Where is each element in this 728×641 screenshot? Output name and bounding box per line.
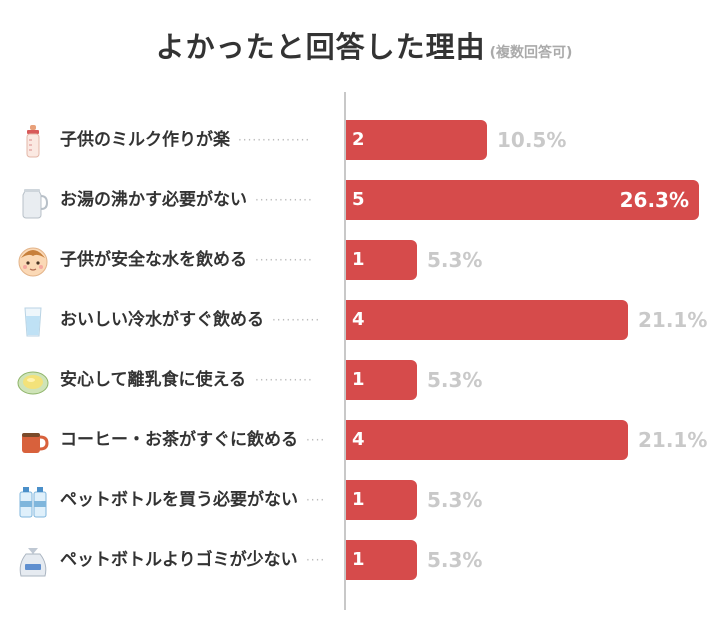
category-axis-line [344,92,346,610]
category-label: コーヒー・お茶がすぐに飲める [60,430,298,450]
leader-dots: ············ [254,373,313,387]
chart-title: よかったと回答した理由 [155,30,486,64]
category-label: ペットボトルを買う必要がない [60,490,298,510]
percent-label: 5.3% [427,548,483,572]
bar-value-label: 2 [352,129,365,150]
percent-label: 5.3% [427,248,483,272]
leader-dots: ···· [305,433,326,447]
chart-subtitle: (複数回答可) [489,45,573,61]
leader-dots: ···· [305,493,326,507]
water-bottles-icon [16,482,50,520]
percent-label: 5.3% [427,488,483,512]
bar-value-label: 5 [352,189,365,210]
bar [346,420,628,460]
percent-label: 21.1% [638,428,708,452]
bar-value-label: 1 [352,549,365,570]
chart-title-area: よかったと回答した理由 (複数回答可) [0,24,728,66]
bar-value-label: 1 [352,369,365,390]
bar-value-label: 1 [352,489,365,510]
bar [346,240,417,280]
percent-label: 10.5% [497,128,567,152]
bar-row: ペットボトルを買う必要がない ···· 1 5.3% [0,480,728,524]
bar [346,300,628,340]
category-label: 安心して離乳食に使える [60,370,246,390]
bar-row: 子供が安全な水を飲める ············ 1 5.3% [0,240,728,284]
category-label: おいしい冷水がすぐ飲める [60,310,264,330]
bar [346,180,699,220]
leader-dots: ············ [254,253,313,267]
bar [346,480,417,520]
baby-face-icon [16,242,50,280]
bar [346,360,417,400]
bar-value-label: 1 [352,249,365,270]
leader-dots: ··············· [237,133,311,147]
bar-row: 安心して離乳食に使える ············ 1 5.3% [0,360,728,404]
category-label: 子供のミルク作りが楽 [60,130,230,150]
percent-label: 26.3% [619,188,689,212]
percent-label: 21.1% [638,308,708,332]
leader-dots: ············ [254,193,313,207]
coffee-mug-icon [16,422,50,460]
baby-food-bowl-icon [16,362,50,400]
bar-row: お湯の沸かす必要がない ············ 5 26.3% [0,180,728,224]
bar [346,540,417,580]
leader-dots: ·········· [271,313,321,327]
bar-value-label: 4 [352,429,365,450]
bar [346,120,487,160]
bar-row: おいしい冷水がすぐ飲める ·········· 4 21.1% [0,300,728,344]
category-label: お湯の沸かす必要がない [60,190,247,210]
category-label: 子供が安全な水を飲める [60,250,247,270]
bar-row: コーヒー・お茶がすぐに飲める ···· 4 21.1% [0,420,728,464]
bar-value-label: 4 [352,309,365,330]
bar-row: ペットボトルよりゴミが少ない ···· 1 5.3% [0,540,728,584]
kettle-icon [16,182,50,220]
percent-label: 5.3% [427,368,483,392]
bar-row: 子供のミルク作りが楽 ··············· 2 10.5% [0,120,728,164]
water-glass-icon [16,302,50,340]
category-label: ペットボトルよりゴミが少ない [60,550,298,570]
baby-bottle-icon [16,122,50,160]
leader-dots: ···· [305,553,326,567]
trash-bag-icon [16,542,50,580]
